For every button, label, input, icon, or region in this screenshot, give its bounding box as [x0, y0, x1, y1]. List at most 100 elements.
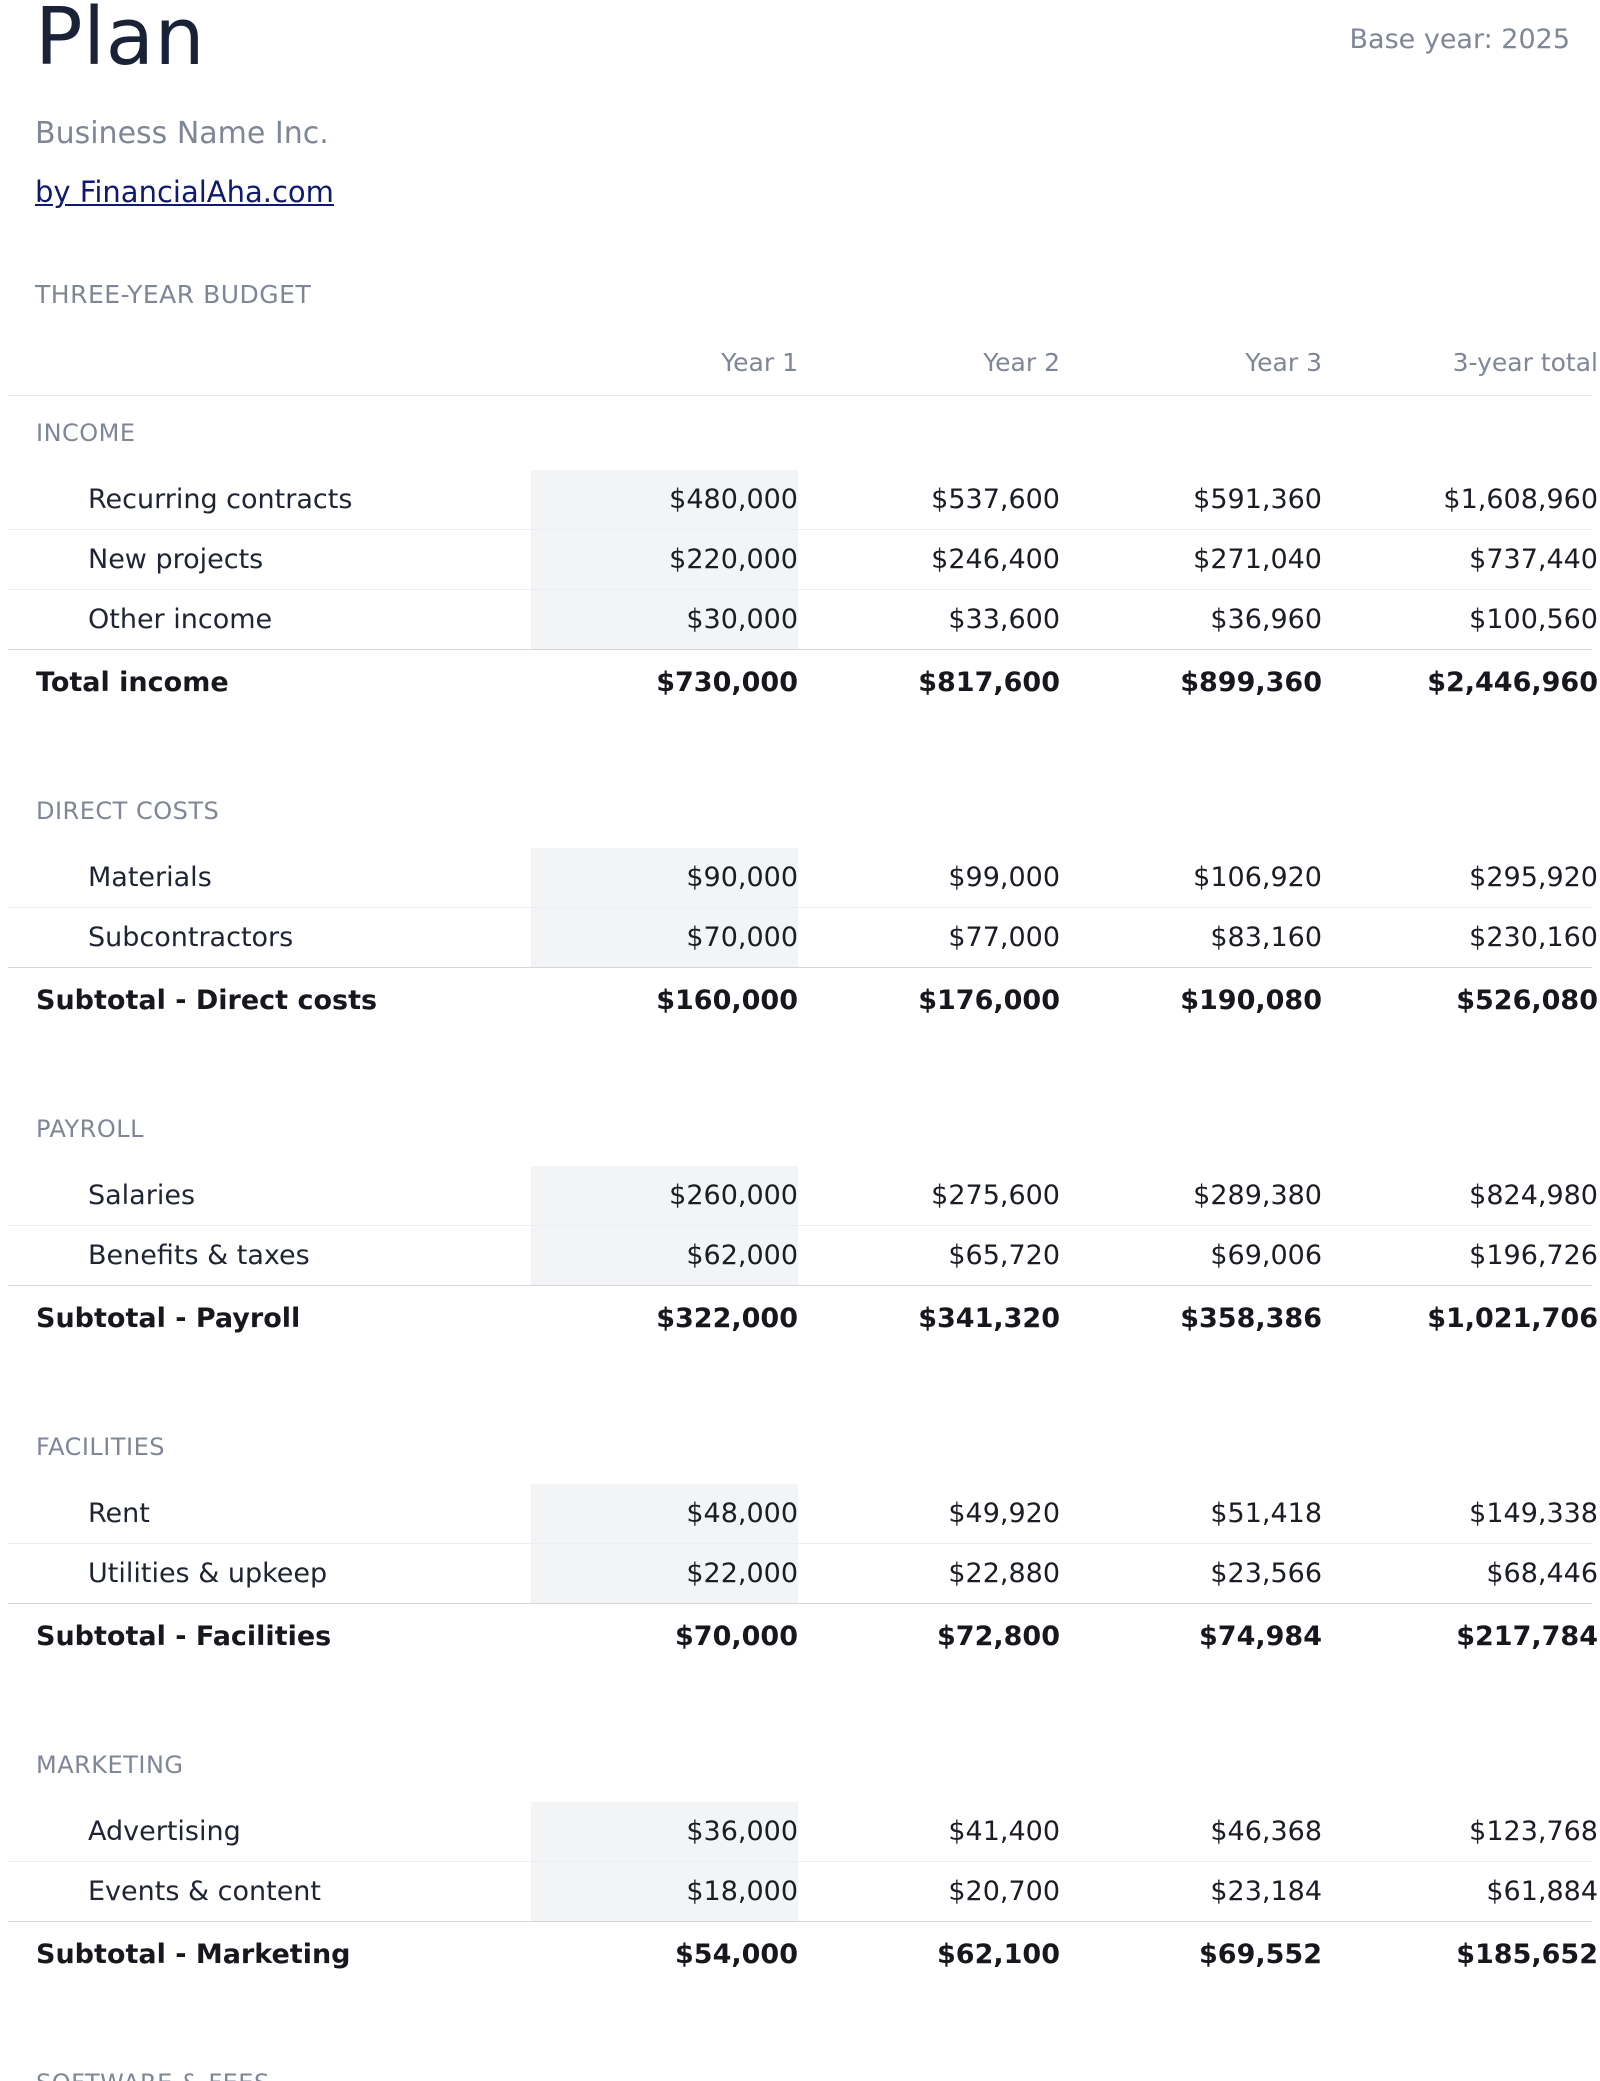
value-cell: $260,000 [531, 1166, 798, 1225]
value-cell: $20,700 [948, 1876, 1060, 1907]
budget-heading: THREE-YEAR BUDGET [35, 280, 312, 309]
subtotal-row: Subtotal - Direct costs $160,000 $176,000 $… [8, 968, 1598, 1032]
value-cell: $123,768 [1469, 1816, 1598, 1847]
value-cell: $69,552 [1199, 1938, 1322, 1970]
value-cell: $48,000 [531, 1484, 798, 1543]
section-spacer [8, 1032, 1592, 1092]
page-title: Plan [35, 0, 206, 83]
subtotal-row: Subtotal - Facilities $70,000 $72,800 $74,9… [8, 1604, 1598, 1668]
section-spacer [8, 1668, 1592, 1728]
value-cell: $246,400 [931, 544, 1060, 575]
value-cell: $899,360 [1180, 666, 1322, 698]
value-cell: $65,720 [948, 1240, 1060, 1271]
subtotal-row: Total income $730,000 $817,600 $899,360 $2,4… [8, 650, 1598, 714]
value-cell: $817,600 [918, 666, 1060, 698]
value-cell: $100,560 [1469, 604, 1598, 635]
line-item-row: New projects $220,000 $246,400 $271,040 $737… [8, 530, 1598, 590]
value-cell: $322,000 [656, 1302, 798, 1334]
value-cell: $217,784 [1456, 1620, 1598, 1652]
value-cell: $68,446 [1486, 1558, 1598, 1589]
value-cell: $275,600 [931, 1180, 1060, 1211]
value-cell: $1,608,960 [1443, 484, 1598, 515]
column-header-year-3: Year 3 [1245, 348, 1322, 377]
line-item-row: Other income $30,000 $33,600 $36,960 $100,56… [8, 590, 1598, 650]
value-cell: $62,100 [937, 1938, 1060, 1970]
value-cell: $480,000 [531, 470, 798, 529]
line-item-label: Materials [88, 862, 212, 893]
value-cell: $106,920 [1193, 862, 1322, 893]
value-cell: $176,000 [918, 984, 1060, 1016]
value-cell: $41,400 [948, 1816, 1060, 1847]
section-header-row: MARKETING [8, 1728, 1592, 1802]
value-cell: $18,000 [531, 1862, 798, 1921]
value-cell: $730,000 [656, 666, 798, 698]
business-name: Business Name Inc. [35, 116, 329, 151]
value-cell: $77,000 [948, 922, 1060, 953]
base-year-label: Base year: 2025 [1349, 24, 1570, 55]
line-item-label: Recurring contracts [88, 484, 353, 515]
value-cell: $36,960 [1210, 604, 1322, 635]
value-cell: $22,000 [531, 1544, 798, 1603]
value-cell: $824,980 [1469, 1180, 1598, 1211]
subtotal-row: Subtotal - Payroll $322,000 $341,320 $358,3… [8, 1286, 1598, 1350]
value-cell: $185,652 [1456, 1938, 1598, 1970]
value-cell: $220,000 [531, 530, 798, 589]
line-item-row: Salaries $260,000 $275,600 $289,380 $824,980 [8, 1166, 1598, 1226]
line-item-row: Rent $48,000 $49,920 $51,418 $149,338 [8, 1484, 1598, 1544]
value-cell: $22,880 [948, 1558, 1060, 1589]
value-cell: $61,884 [1486, 1876, 1598, 1907]
section-title: MARKETING [36, 1751, 184, 1779]
subtotal-row: Subtotal - Marketing $54,000 $62,100 $69,55… [8, 1922, 1598, 1986]
value-cell: $737,440 [1469, 544, 1598, 575]
value-cell: $30,000 [531, 590, 798, 649]
line-item-row: Benefits & taxes $62,000 $65,720 $69,006 $19… [8, 1226, 1598, 1286]
line-item-label: New projects [88, 544, 264, 575]
value-cell: $74,984 [1199, 1620, 1322, 1652]
value-cell: $23,566 [1210, 1558, 1322, 1589]
line-item-row: Subcontractors $70,000 $77,000 $83,160 $230,… [8, 908, 1598, 968]
line-item-label: Events & content [88, 1876, 322, 1907]
line-item-row: Utilities & upkeep $22,000 $22,880 $23,566 $… [8, 1544, 1598, 1604]
value-cell: $70,000 [531, 908, 798, 967]
section-header-row: SOFTWARE & FEES [8, 2046, 1592, 2081]
value-cell: $149,338 [1469, 1498, 1598, 1529]
budget-table: Year 1 Year 2 Year 3 3-year total INCOME… [8, 330, 1598, 2081]
value-cell: $295,920 [1469, 862, 1598, 893]
column-header-year-2: Year 2 [983, 348, 1060, 377]
section-header-row: FACILITIES [8, 1410, 1592, 1484]
line-item-row: Recurring contracts $480,000 $537,600 $591,… [8, 470, 1598, 530]
value-cell: $62,000 [531, 1226, 798, 1285]
section-title: PAYROLL [36, 1115, 144, 1143]
column-header-total: 3-year total [1452, 348, 1598, 377]
line-item-label: Benefits & taxes [88, 1240, 310, 1271]
line-item-label: Subcontractors [88, 922, 294, 953]
line-item-row: Materials $90,000 $99,000 $106,920 $295,920 [8, 848, 1598, 908]
value-cell: $51,418 [1210, 1498, 1322, 1529]
value-cell: $591,360 [1193, 484, 1322, 515]
value-cell: $526,080 [1456, 984, 1598, 1016]
value-cell: $33,600 [948, 604, 1060, 635]
subtotal-label: Subtotal - Direct costs [36, 984, 378, 1016]
value-cell: $36,000 [531, 1802, 798, 1861]
column-header-year-1: Year 1 [721, 348, 798, 377]
value-cell: $99,000 [948, 862, 1060, 893]
value-cell: $190,080 [1180, 984, 1322, 1016]
section-spacer [8, 1350, 1592, 1410]
value-cell: $83,160 [1210, 922, 1322, 953]
section-header-row: PAYROLL [8, 1092, 1592, 1166]
value-cell: $70,000 [675, 1620, 798, 1652]
value-cell: $160,000 [656, 984, 798, 1016]
line-item-label: Utilities & upkeep [88, 1558, 328, 1589]
value-cell: $289,380 [1193, 1180, 1322, 1211]
line-item-row: Events & content $18,000 $20,700 $23,184 $61… [8, 1862, 1598, 1922]
value-cell: $2,446,960 [1427, 666, 1598, 698]
line-item-label: Salaries [88, 1180, 196, 1211]
financialaha-link[interactable]: by FinancialAha.com [35, 175, 334, 209]
line-item-label: Other income [88, 604, 273, 635]
value-cell: $537,600 [931, 484, 1060, 515]
value-cell: $54,000 [675, 1938, 798, 1970]
section-header-row: INCOME [8, 396, 1592, 470]
value-cell: $196,726 [1469, 1240, 1598, 1271]
section-spacer [8, 1986, 1592, 2046]
line-item-label: Advertising [88, 1816, 241, 1847]
